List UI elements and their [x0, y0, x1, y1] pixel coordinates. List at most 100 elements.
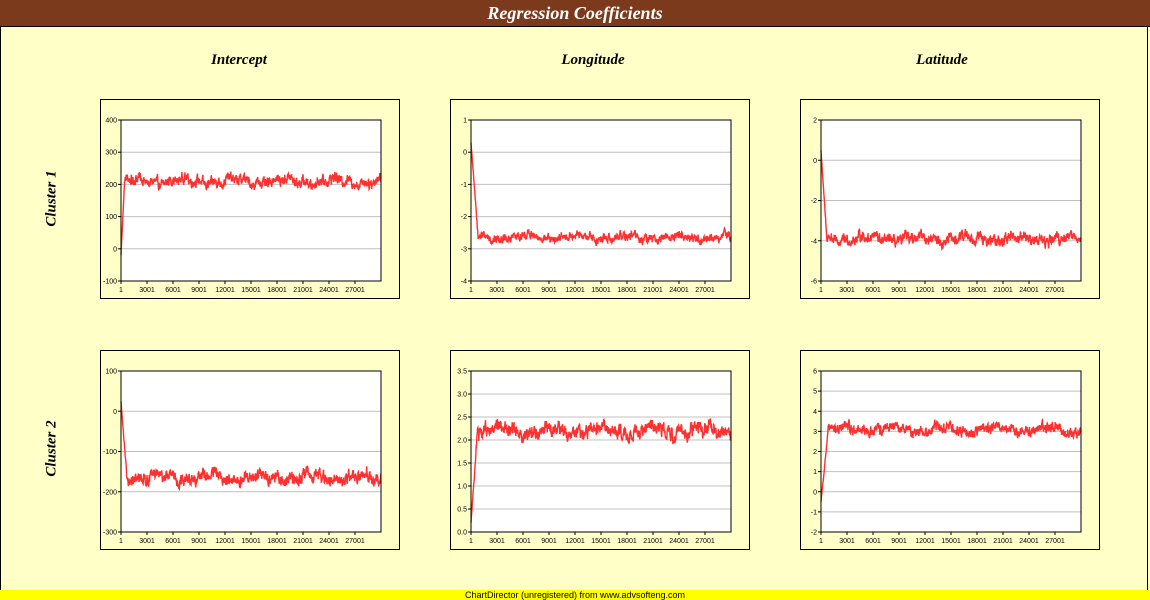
x-tick-label: 15001 — [241, 287, 261, 294]
y-tick-label: 1 — [813, 469, 817, 476]
x-tick-label: 6001 — [515, 287, 531, 294]
y-tick-label: 4 — [813, 409, 817, 416]
chart-svg: -300 -200 -100 0 100 1 3001 6001 9001 12001 15001 1… — [103, 369, 382, 545]
plot-area — [471, 120, 731, 281]
y-tick-label: 200 — [105, 182, 117, 189]
x-tick-label: 24001 — [1019, 287, 1039, 294]
chart-cluster2-latitude: -2 -1 0 1 2 3 4 5 6 1 3001 6001 9001 12001 15001 18001 2… — [800, 350, 1100, 550]
chart-cluster2-intercept: -300 -200 -100 0 100 1 3001 6001 9001 12001 15001 1… — [100, 350, 400, 550]
row-header-cluster-2: Cluster 2 — [43, 420, 60, 477]
x-tick-label: 27001 — [345, 538, 365, 545]
column-header-latitude: Latitude — [916, 52, 968, 68]
x-tick-label: 15001 — [241, 538, 261, 545]
y-tick-label: 300 — [105, 150, 117, 157]
x-tick-label: 12001 — [215, 538, 235, 545]
x-tick-label: 15001 — [941, 287, 961, 294]
x-tick-label: 3001 — [489, 538, 505, 545]
plot-border — [470, 370, 732, 533]
y-tick-label: 0 — [113, 409, 117, 416]
x-tick-label: 18001 — [267, 538, 287, 545]
plot-border — [820, 119, 1082, 282]
chart-svg: -2 -1 0 1 2 3 4 5 6 1 3001 6001 9001 12001 15001 18001 2… — [811, 369, 1082, 545]
y-tick-label: 400 — [105, 118, 117, 125]
page-title: Regression Coefficients — [0, 0, 1150, 27]
plot-area — [471, 371, 731, 532]
x-tick-label: 27001 — [1045, 287, 1065, 294]
series-line — [820, 150, 1082, 252]
x-tick-label: 1 — [819, 287, 823, 294]
y-tick-label: 0 — [463, 150, 467, 157]
chart-cluster1-latitude: -6 -4 -2 0 2 1 3001 6001 9001 12001 15001 18001 2100… — [800, 99, 1100, 299]
y-tick-label: 100 — [105, 214, 117, 221]
x-tick-label: 12001 — [915, 287, 935, 294]
chart-cluster2-longitude: 0.0 0.5 1.0 1.5 2.0 2.5 3.0 3.5 1 3001 6001 9001 120… — [450, 350, 750, 550]
series-line — [470, 418, 732, 523]
x-tick-label: 1 — [819, 538, 823, 545]
x-tick-label: 18001 — [967, 287, 987, 294]
y-tick-label: 0.0 — [457, 530, 467, 537]
plot-area — [121, 120, 381, 281]
y-tick-label: 100 — [105, 369, 117, 376]
x-tick-label: 3001 — [139, 287, 155, 294]
x-tick-label: 12001 — [565, 538, 585, 545]
y-tick-label: -1 — [811, 509, 817, 516]
y-tick-label: -200 — [103, 489, 117, 496]
x-tick-label: 6001 — [165, 538, 181, 545]
y-tick-label: -100 — [103, 279, 117, 286]
chart-svg: -4 -3 -2 -1 0 1 1 3001 6001 9001 12001 15001 18001 21… — [461, 118, 732, 294]
chart-svg: -100 0 100 200 300 400 1 3001 6001 9001 12001 15001… — [103, 118, 382, 294]
plot-border — [120, 119, 382, 282]
column-header-intercept: Intercept — [211, 52, 267, 68]
x-tick-label: 6001 — [865, 287, 881, 294]
column-header-longitude: Longitude — [561, 52, 625, 68]
x-tick-label: 27001 — [695, 287, 715, 294]
x-tick-label: 3001 — [139, 538, 155, 545]
y-tick-label: -4 — [461, 279, 467, 286]
x-tick-label: 1 — [119, 287, 123, 294]
y-tick-label: 2 — [813, 449, 817, 456]
series-line — [470, 142, 732, 247]
x-tick-label: 12001 — [915, 538, 935, 545]
x-tick-label: 1 — [119, 538, 123, 545]
x-tick-label: 6001 — [165, 287, 181, 294]
x-tick-label: 18001 — [967, 538, 987, 545]
row-header-cluster-1: Cluster 1 — [43, 170, 60, 227]
y-tick-label: 3.0 — [457, 392, 467, 399]
x-tick-label: 9001 — [541, 538, 557, 545]
x-tick-label: 9001 — [891, 538, 907, 545]
y-tick-label: 5 — [813, 389, 817, 396]
series-line — [120, 170, 382, 256]
y-tick-label: 0 — [113, 246, 117, 253]
x-tick-label: 24001 — [1019, 538, 1039, 545]
plot-border — [470, 119, 732, 282]
chart-svg: 0.0 0.5 1.0 1.5 2.0 2.5 3.0 3.5 1 3001 6001 9001 120… — [457, 369, 732, 545]
y-tick-label: -2 — [461, 214, 467, 221]
y-tick-label: 3.5 — [457, 369, 467, 376]
x-tick-label: 9001 — [541, 287, 557, 294]
x-tick-label: 21001 — [643, 538, 663, 545]
x-tick-label: 27001 — [695, 538, 715, 545]
x-tick-label: 21001 — [293, 287, 313, 294]
footer-credit: ChartDirector (unregistered) from www.ad… — [0, 590, 1150, 600]
y-tick-label: -4 — [811, 238, 817, 245]
y-tick-label: -2 — [811, 198, 817, 205]
y-tick-label: 3 — [813, 429, 817, 436]
x-tick-label: 21001 — [293, 538, 313, 545]
x-tick-label: 9001 — [191, 538, 207, 545]
x-tick-label: 9001 — [891, 287, 907, 294]
x-tick-label: 18001 — [267, 287, 287, 294]
x-tick-label: 24001 — [669, 538, 689, 545]
x-tick-label: 6001 — [515, 538, 531, 545]
x-tick-label: 3001 — [839, 538, 855, 545]
x-tick-label: 12001 — [565, 287, 585, 294]
x-tick-label: 21001 — [643, 287, 663, 294]
chart-cluster1-intercept: -100 0 100 200 300 400 1 3001 6001 9001 12001 15001… — [100, 99, 400, 299]
y-tick-label: 1.5 — [457, 461, 467, 468]
y-tick-label: -2 — [811, 530, 817, 537]
x-tick-label: 24001 — [319, 287, 339, 294]
y-tick-label: 2.0 — [457, 438, 467, 445]
y-tick-label: -6 — [811, 279, 817, 286]
x-tick-label: 24001 — [319, 538, 339, 545]
x-tick-label: 3001 — [839, 287, 855, 294]
x-tick-label: 15001 — [591, 538, 611, 545]
